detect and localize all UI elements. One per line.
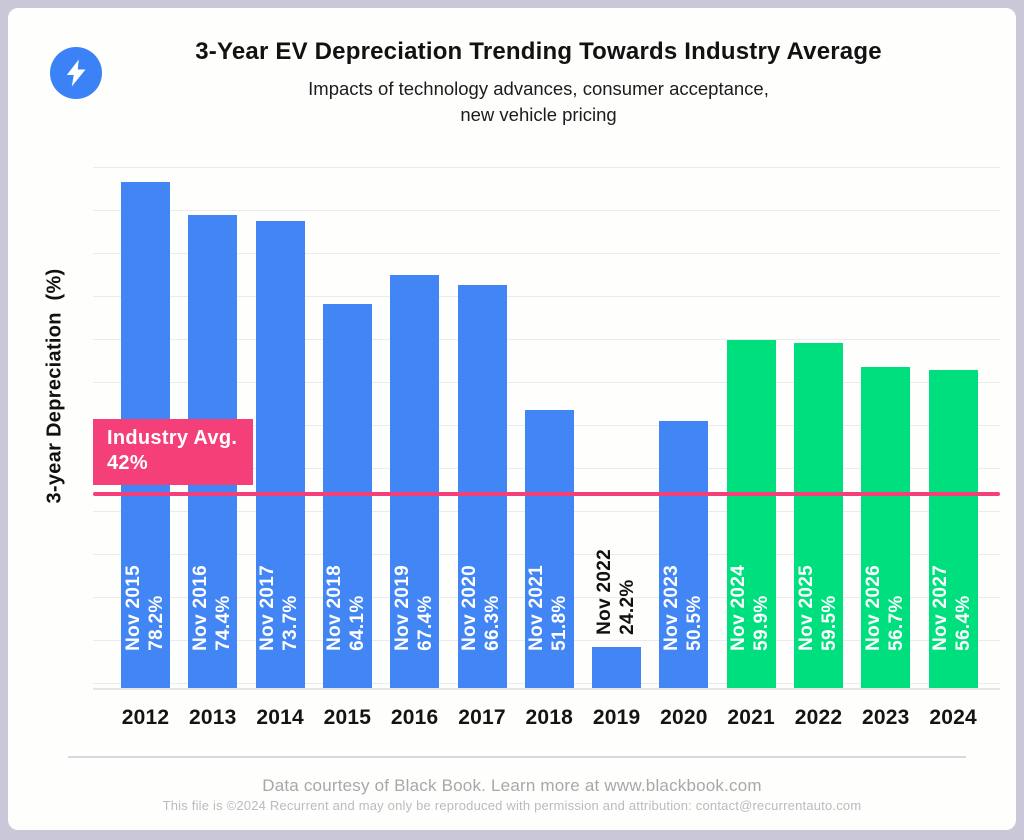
bar-label-value: 51.8%: [549, 595, 571, 651]
bar-label-date: Nov 2026: [862, 565, 884, 651]
x-axis-label-2015: 2015: [323, 706, 372, 729]
bar-2023: [861, 367, 911, 689]
plot-area: Nov 2015 78.2% Nov 2016 74.4% Nov 2017 73.7% N…: [93, 167, 1000, 690]
bar-label-2019: Nov 2022 24.2%: [593, 549, 639, 635]
chart-subtitle-line2: new vehicle pricing: [460, 104, 617, 125]
bar-2019: [592, 646, 642, 689]
bar-label-2012: Nov 2015 78.2%: [122, 565, 168, 651]
x-axis-label-2021: 2021: [727, 706, 775, 729]
bar-label-value: 24.2%: [616, 579, 638, 635]
bar-label-2024: Nov 2027 56.4%: [929, 565, 975, 651]
bar-label-date: Nov 2018: [324, 565, 346, 651]
bar-2017: [457, 284, 507, 689]
x-axis-label-2019: 2019: [592, 706, 641, 729]
x-axis-line: [93, 688, 1000, 690]
bar-label-value: 66.3%: [482, 595, 503, 651]
lightning-bolt-icon: [66, 59, 86, 87]
bar-label-2022: Nov 2025 59.5%: [795, 565, 841, 651]
industry-average-label: Industry Avg. 42%: [93, 418, 254, 485]
chart-subtitle: Impacts of technology advances, consumer…: [93, 76, 984, 128]
x-axis-label-2024: 2024: [929, 706, 977, 729]
x-axis-labels: 2012 2013 2014 2015 2016 2017 2018 2019 2020 2021…: [93, 706, 1000, 736]
bar-label-2020: Nov 2023 50.5%: [660, 565, 706, 651]
footer-attribution: Data courtesy of Black Book. Learn more …: [262, 776, 762, 795]
bar-label-2018: Nov 2021 51.8%: [525, 565, 571, 651]
chart-card: 3-Year EV Depreciation Trending Towards …: [8, 8, 1016, 830]
bar-label-2015: Nov 2018 64.1%: [323, 565, 369, 651]
bar-label-date: Nov 2019: [391, 565, 413, 651]
x-axis-label-2022: 2022: [794, 706, 843, 729]
x-axis-label-2018: 2018: [525, 706, 574, 729]
bar-2020: [659, 420, 709, 689]
bar-label-2016: Nov 2019 67.4%: [391, 565, 437, 651]
industry-average-label-line1: Industry Avg.: [107, 426, 238, 449]
bar-label-value: 74.4%: [212, 595, 234, 651]
gridline: [93, 382, 1000, 383]
gridline: [93, 339, 1000, 340]
bar-label-date: Nov 2020: [459, 565, 480, 651]
x-axis-label-2012: 2012: [121, 706, 170, 729]
bar-label-2013: Nov 2016 74.4%: [189, 565, 235, 651]
x-axis-label-2014: 2014: [256, 706, 304, 729]
bar-label-date: Nov 2025: [795, 565, 817, 651]
bar-label-value: 56.4%: [953, 595, 975, 651]
bar-label-date: Nov 2023: [660, 565, 682, 651]
bar-label-value: 56.7%: [885, 595, 907, 651]
bar-label-value: 73.7%: [280, 595, 302, 651]
bar-label-2023: Nov 2026 56.7%: [862, 565, 908, 651]
bar-2016: [390, 275, 440, 689]
bar-label-2021: Nov 2024 59.9%: [727, 565, 773, 651]
footer-divider: [68, 756, 966, 758]
chart-subtitle-line1: Impacts of technology advances, consumer…: [308, 78, 769, 99]
bar-2015: [322, 303, 372, 689]
bar-2024: [928, 369, 978, 689]
x-axis-label-2013: 2013: [189, 706, 237, 729]
bar-label-value: 78.2%: [145, 595, 167, 651]
bar-label-value: 59.9%: [751, 595, 773, 651]
x-axis-label-2016: 2016: [390, 706, 439, 729]
bar-label-value: 59.5%: [818, 595, 840, 651]
bar-label-value: 67.4%: [414, 595, 436, 651]
bar-label-date: Nov 2027: [930, 565, 952, 651]
x-axis-label-2020: 2020: [660, 706, 708, 729]
bar-2021: [726, 339, 776, 689]
bar-label-date: Nov 2024: [728, 565, 750, 651]
bar-label-date: Nov 2015: [122, 565, 144, 651]
x-axis-label-2023: 2023: [862, 706, 910, 729]
bar-label-value: 50.5%: [683, 595, 705, 651]
bar-label-2017: Nov 2020 66.3%: [458, 565, 504, 651]
bar-label-value: 64.1%: [347, 595, 369, 651]
bar-2014: [255, 221, 305, 689]
gridline: [93, 296, 1000, 297]
bar-2018: [524, 409, 574, 689]
bar-label-date: Nov 2022: [593, 549, 615, 635]
gridline: [93, 167, 1000, 168]
bar-2022: [794, 343, 843, 689]
recurrent-logo: [50, 47, 102, 99]
bar-label-date: Nov 2021: [526, 565, 548, 651]
bar-label-date: Nov 2017: [257, 565, 279, 651]
footer-copyright: This file is ©2024 Recurrent and may onl…: [162, 798, 862, 813]
industry-average-line: [93, 491, 1000, 496]
x-axis-label-2017: 2017: [458, 706, 506, 729]
gridline: [93, 253, 1000, 254]
bar-label-date: Nov 2016: [189, 565, 211, 651]
bar-label-2014: Nov 2017 73.7%: [256, 565, 302, 651]
industry-average-label-line2: 42%: [107, 451, 148, 474]
gridline: [93, 210, 1000, 211]
chart-title: 3-Year EV Depreciation Trending Towards …: [195, 38, 882, 65]
